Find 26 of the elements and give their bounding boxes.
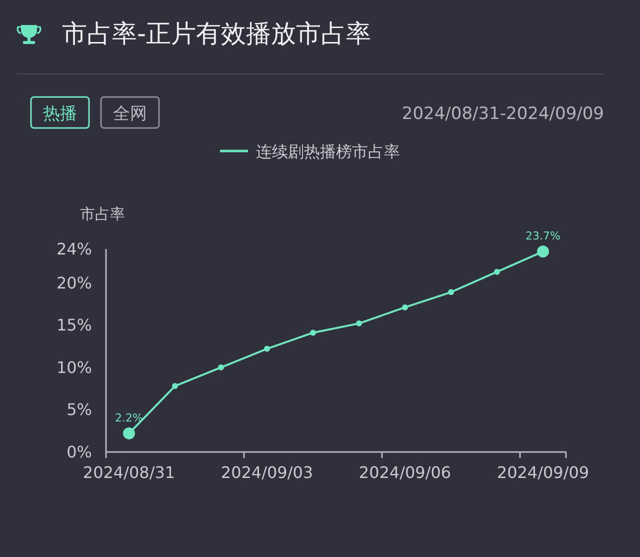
point: [448, 289, 454, 296]
data-label: 23.7%: [526, 230, 560, 243]
y-tick-label: 20%: [56, 273, 92, 292]
x-tick-label: 2024/09/06: [358, 463, 452, 482]
chart-title: 市占率-正片有效播放市占率: [62, 19, 372, 48]
chart-subtitle: 2024/08/31-2024/09/09: [402, 104, 604, 124]
point: [494, 268, 500, 275]
y-tick-label: 5%: [66, 400, 92, 420]
tab-button: 热播: [30, 96, 90, 129]
y-tick-label: 15%: [56, 316, 92, 335]
x-tick-label: 2024/09/09: [496, 463, 590, 482]
point: [264, 346, 270, 352]
point: [172, 383, 178, 390]
point: [356, 320, 362, 326]
y-tick-label: 24%: [56, 240, 92, 258]
tab-button: 全网: [100, 96, 160, 129]
x-tick-label: 2024/09/03: [220, 463, 314, 482]
y-axis-title: 市占率: [80, 205, 125, 223]
y-tick-label: 0%: [66, 442, 92, 462]
x-tick-label: 2024/08/31: [82, 463, 176, 482]
point: [310, 330, 316, 336]
data-label: 2.2%: [115, 411, 143, 424]
y-tick-label: 10%: [56, 358, 92, 377]
point: [402, 304, 408, 310]
legend-label: 连续剧热播榜市占率: [256, 142, 400, 161]
point: [218, 364, 224, 370]
